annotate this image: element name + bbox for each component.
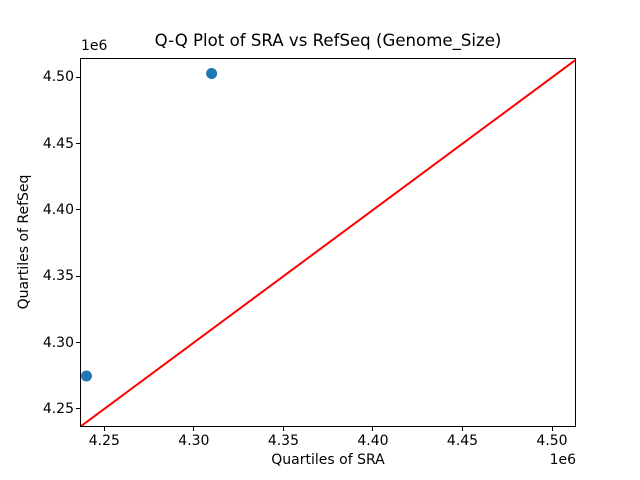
y-tick-mark [76, 408, 80, 410]
y-tick-label: 4.50 [42, 69, 74, 86]
x-tick-mark [282, 427, 284, 431]
y-tick-mark [76, 143, 80, 145]
x-tick-label: 4.50 [536, 433, 568, 449]
x-tick-mark [372, 427, 374, 431]
y-tick-label: 4.45 [42, 135, 74, 152]
y-tick-label: 4.35 [42, 268, 74, 285]
plot-area [80, 58, 576, 427]
x-tick-mark [193, 427, 195, 431]
quantile-points [80, 370, 92, 382]
x-tick-mark [551, 427, 553, 431]
x-tick-label: 4.40 [357, 433, 389, 449]
chart-title: Q-Q Plot of SRA vs RefSeq (Genome_Size) [154, 31, 502, 50]
y-tick-label: 4.25 [42, 400, 74, 417]
plot-canvas [80, 58, 576, 427]
x-tick-label: 4.35 [267, 433, 299, 449]
x-axis-label: Quartiles of SRA [271, 452, 385, 468]
y-axis-label: Quartiles of RefSeq [16, 174, 32, 310]
y-tick-mark [76, 275, 80, 277]
y-tick-label: 4.40 [42, 201, 74, 218]
x-axis-offset-text: 1e6 [549, 452, 576, 468]
x-tick-mark [461, 427, 463, 431]
x-tick-label: 4.25 [88, 433, 120, 449]
quantile-points [206, 68, 218, 80]
axes-spines [80, 58, 576, 427]
x-tick-label: 4.30 [178, 433, 210, 449]
y-tick-mark [76, 209, 80, 211]
x-tick-label: 4.45 [446, 433, 479, 449]
y-tick-label: 4.30 [42, 334, 74, 351]
x-tick-mark [103, 427, 105, 431]
y-tick-mark [76, 76, 80, 78]
y-axis-offset-text: 1e6 [81, 38, 108, 54]
y-tick-mark [76, 342, 80, 344]
y-equals-x-reference-line [80, 58, 576, 427]
